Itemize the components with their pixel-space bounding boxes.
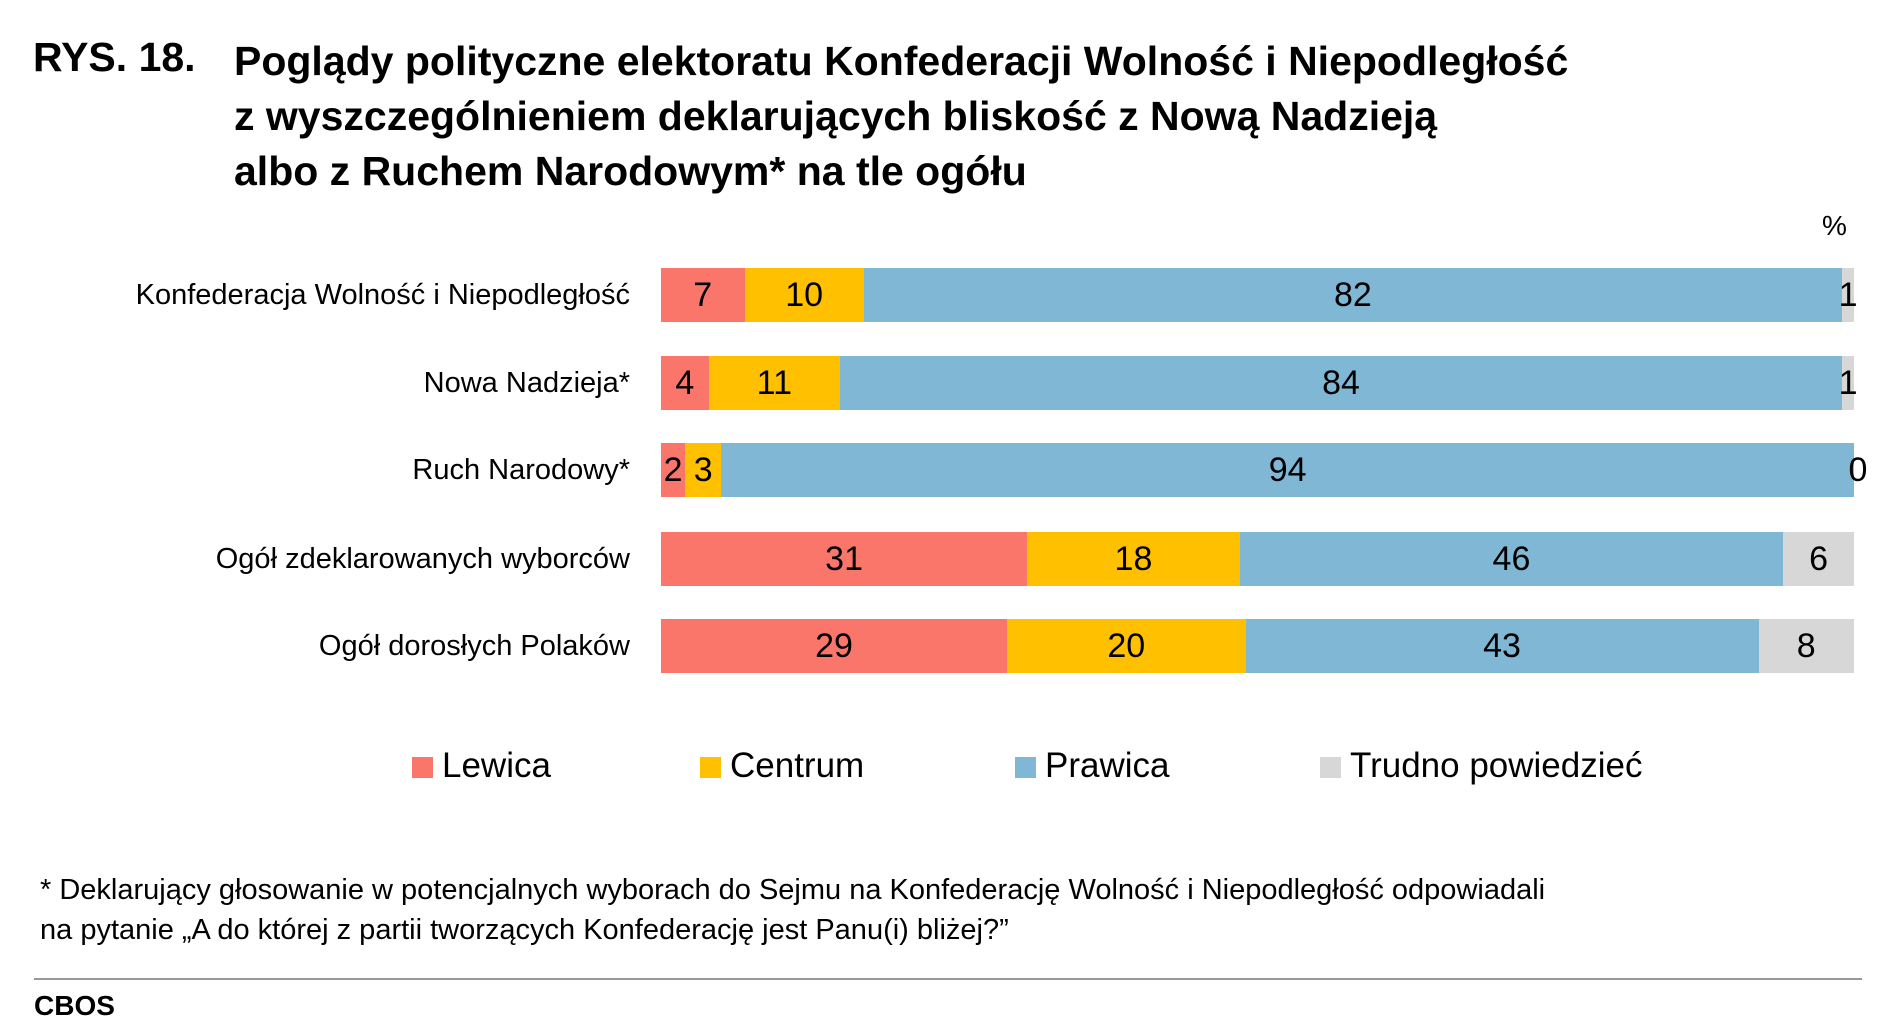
legend-swatch [1015,757,1036,778]
bar-segment-lewica [661,532,1028,586]
data-label: 6 [1809,540,1829,578]
source-label: CBOS [34,990,115,1021]
legend-swatch [412,757,433,778]
category-label: Konfederacja Wolność i Niepodległość [135,279,630,311]
data-label: 29 [815,627,853,665]
data-label: 84 [1322,364,1360,402]
unit-label: % [1822,210,1847,241]
bar-segment-prawica [839,356,1843,410]
bar-segment-centrum [685,443,722,497]
footnote: * Deklarujący głosowanie w potencjalnych… [40,874,1546,946]
legend-swatch [700,757,721,778]
data-label: 3 [693,451,713,489]
bar-segment-centrum [708,356,840,410]
data-label: 46 [1492,540,1531,578]
legend-swatch [1320,757,1341,778]
data-label: 7 [693,276,713,314]
bar-segment-trudno-powiedzieć [1842,356,1854,410]
data-label: 8 [1796,627,1816,665]
category-label: Nowa Nadzieja* [423,367,630,399]
data-label: 43 [1483,627,1521,665]
data-label: 11 [756,364,792,402]
data-label: 2 [663,451,683,489]
data-label: 0 [1848,451,1868,489]
data-label: 31 [825,540,863,578]
bar-segment-prawica [863,268,1843,322]
figure-label: RYS. 18. [33,34,196,80]
category-label: Ogół dorosłych Polaków [318,630,630,662]
data-label: 4 [675,364,695,402]
data-label: 82 [1334,276,1372,314]
bar-segment-centrum [744,268,864,322]
bar-segment-lewica [661,619,1007,673]
bar-segment-lewica [661,443,686,497]
legend-label: Lewica [442,746,551,785]
category-label: Ogół zdeklarowanych wyborców [215,543,630,575]
bar-segment-centrum [1027,532,1240,586]
legend-label: Centrum [730,746,865,785]
bar-segment-centrum [1006,619,1246,673]
legend-label: Trudno powiedzieć [1350,746,1643,785]
bar-segment-prawica [721,443,1854,497]
bar-segment-trudno-powiedzieć [1758,619,1854,673]
data-label: 18 [1114,540,1153,578]
data-label: 94 [1268,451,1307,489]
category-label: Ruch Narodowy* [412,454,630,486]
data-label: 10 [785,276,824,314]
legend-label: Prawica [1045,746,1170,785]
chart-title: Poglądy polityczne elektoratu Konfederac… [234,38,1569,194]
bar-segment-lewica [661,268,745,322]
divider [34,978,1862,980]
bar-segment-lewica [661,356,709,410]
bar-segment-trudno-powiedzieć [1783,532,1854,586]
data-label: 20 [1107,627,1146,665]
data-label: 1 [1838,364,1858,402]
data-label: 1 [1838,276,1858,314]
bar-segment-prawica [1239,532,1784,586]
bar-segment-prawica [1245,619,1759,673]
bar-segment-trudno-powiedzieć [1842,268,1854,322]
